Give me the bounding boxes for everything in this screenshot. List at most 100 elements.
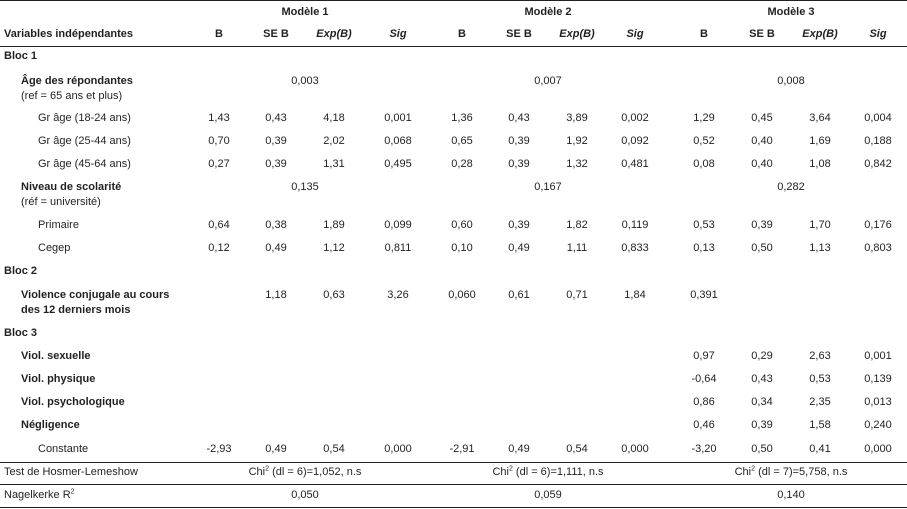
reference-note: (ref = 65 ans et plus) [21,90,123,102]
value-cell: 0,54 [323,443,345,455]
value-cell: 2,35 [809,396,831,408]
sig-header: Sig [869,28,887,40]
category-label: Cegep [38,242,71,254]
nagelkerke-value: 0,140 [777,489,805,501]
value-cell: 0,000 [864,443,892,455]
value-cell: 1,89 [323,219,345,231]
value-cell: 1,12 [323,242,345,254]
value-cell: 0,49 [265,443,287,455]
seb-header: SE B [506,28,532,40]
value-cell: 0,53 [809,373,831,385]
model-header: Modèle 1 [281,6,329,18]
b-header: B [458,28,466,40]
value-cell: 0,49 [265,242,287,254]
value-cell: 0,43 [751,373,773,385]
value-cell: 0,39 [508,219,530,231]
value-cell: 0,068 [384,135,412,147]
model-value: 0,007 [534,75,562,87]
value-cell: 0,002 [621,112,649,124]
rule-line [0,0,907,1]
value-cell: 0,29 [751,350,773,362]
value-cell: 0,240 [864,419,892,431]
value-cell: 0,092 [621,135,649,147]
value-cell: 0,61 [508,289,530,301]
value-cell: 0,49 [508,242,530,254]
category-label: Gr âge (18-24 ans) [38,112,131,124]
nagelkerke-value: 0,050 [291,489,319,501]
rule-line [0,462,907,463]
value-cell: 0,139 [864,373,892,385]
value-cell: 0,811 [384,242,412,254]
value-cell: 3,64 [809,112,831,124]
value-cell: 1,43 [208,112,230,124]
value-cell: 0,188 [864,135,892,147]
value-cell: 1,70 [809,219,831,231]
variable-label: Âge des répondantes [21,75,133,87]
value-cell: 1,18 [265,289,287,301]
variable-label: Viol. sexuelle [21,350,91,362]
value-cell: 0,842 [864,158,892,170]
seb-header: SE B [749,28,775,40]
value-cell: 2,02 [323,135,345,147]
rule-line [0,507,907,508]
value-cell: -0,64 [691,373,717,385]
b-header: B [215,28,223,40]
value-cell: -3,20 [691,443,717,455]
value-cell: 0,53 [693,219,715,231]
variable-label: Violence conjugale au cours [21,289,170,301]
value-cell: 0,10 [451,242,473,254]
value-cell: 0,39 [508,135,530,147]
value-cell: 0,12 [208,242,230,254]
b-header: B [700,28,708,40]
rule-line [0,46,907,47]
hosmer-value: Chi2 (dl = 7)=5,758, n.s [734,465,848,478]
hosmer-value: Chi2 (dl = 6)=1,052, n.s [248,465,362,478]
rule-line [0,484,907,485]
value-cell: 1,11 [566,242,588,254]
value-cell: 1,29 [693,112,715,124]
value-cell: 0,39 [265,135,287,147]
value-cell: 0,495 [384,158,412,170]
value-cell: 0,54 [566,443,588,455]
value-cell: 0,65 [451,135,473,147]
seb-header: SE B [263,28,289,40]
value-cell: 0,70 [208,135,230,147]
value-cell: 0,39 [508,158,530,170]
model-header: Modèle 3 [767,6,815,18]
value-cell: 0,50 [751,242,773,254]
value-cell: 1,84 [624,289,646,301]
model-value: 0,135 [291,181,319,193]
value-cell: 0,50 [751,443,773,455]
value-cell: 0,481 [621,158,649,170]
value-cell: 1,32 [566,158,588,170]
hosmer-value: Chi2 (dl = 6)=1,111, n.s [492,465,604,478]
value-cell: 0,08 [693,158,715,170]
nagelkerke-label: Nagelkerke R2 [4,488,75,501]
value-cell: 0,176 [864,219,892,231]
value-cell: 0,43 [508,112,530,124]
value-cell: 0,40 [751,158,773,170]
bloc-label: Bloc 2 [4,265,38,277]
variable-label-cont: des 12 derniers mois [21,304,131,316]
exp-header: Exp(B) [559,28,595,40]
value-cell: 0,64 [208,219,230,231]
value-cell: 0,119 [621,219,649,231]
constant-label: Constante [38,443,89,455]
value-cell: 0,39 [265,158,287,170]
value-cell: 1,31 [323,158,345,170]
value-cell: 1,69 [809,135,831,147]
value-cell: 0,38 [265,219,287,231]
value-cell: 0,41 [809,443,831,455]
model-value: 0,282 [777,181,805,193]
variable-label: Niveau de scolarité [21,181,122,193]
value-cell: 3,26 [387,289,409,301]
value-cell: 1,92 [566,135,588,147]
reference-note: (réf = université) [21,196,101,208]
value-cell: 0,86 [693,396,715,408]
value-cell: 0,391 [690,289,718,301]
model-value: 0,003 [291,75,319,87]
value-cell: 0,000 [384,443,412,455]
value-cell: 0,001 [384,112,412,124]
category-label: Gr âge (45-64 ans) [38,158,131,170]
